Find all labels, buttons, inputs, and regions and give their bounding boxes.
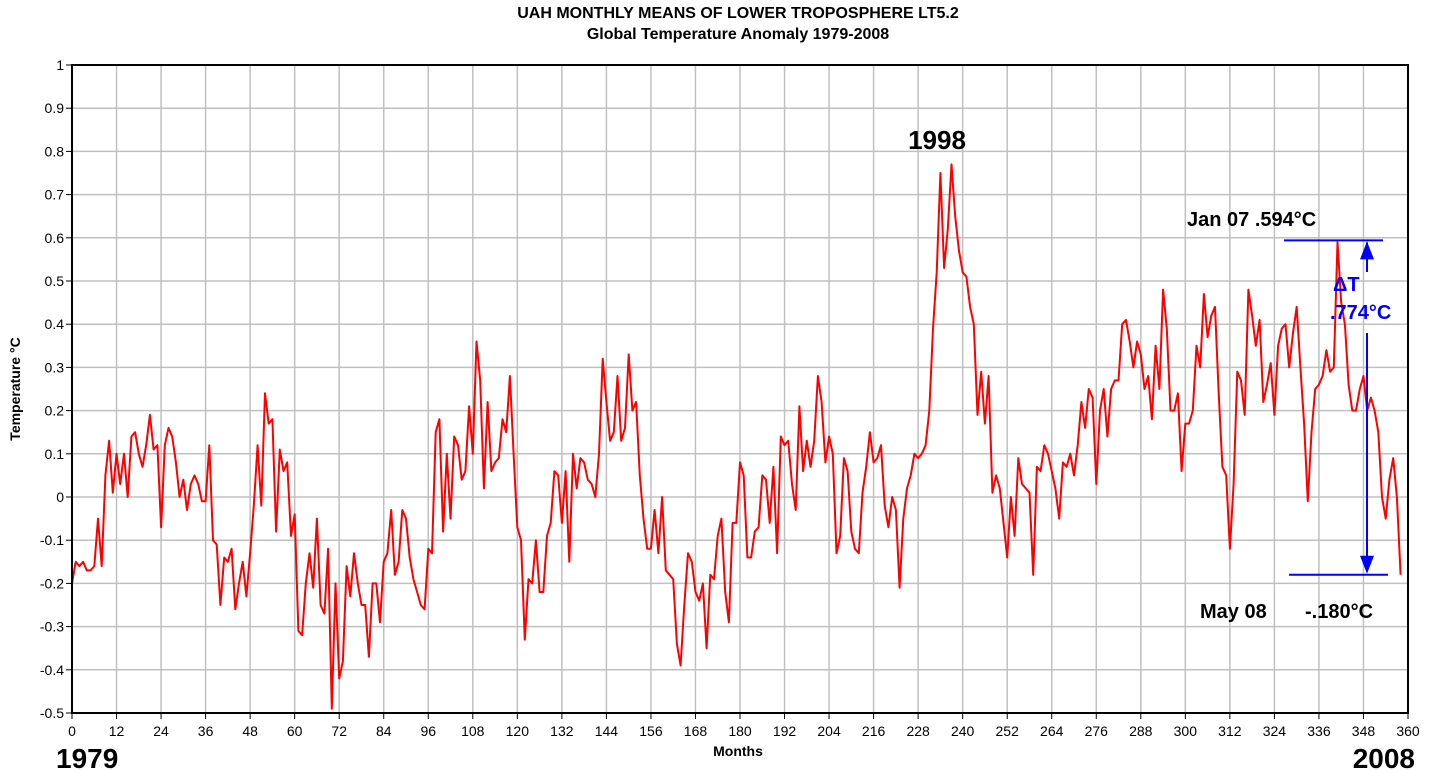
low-value-label: -.180°C (1305, 601, 1373, 623)
x-tick-label: 132 (550, 723, 574, 739)
x-tick-label: 48 (242, 723, 258, 739)
x-tick-label: 228 (906, 723, 930, 739)
y-tick-label: 0.9 (45, 100, 65, 116)
x-tick-label: 120 (506, 723, 530, 739)
peak-1998-label: 1998 (908, 125, 966, 155)
x-tick-label: 0 (68, 723, 76, 739)
x-tick-label: 252 (996, 723, 1020, 739)
x-tick-label: 84 (376, 723, 392, 739)
y-tick-label: 0.7 (45, 187, 65, 203)
axis-tick-labels: 0 12 24 36 48 60 72 84 96 108 120 132 144 156 168 180 19… (40, 57, 1420, 739)
temperature-series-line (71, 163, 1402, 710)
low-month-label: May 08 (1200, 601, 1267, 623)
y-tick-label: -0.4 (40, 662, 64, 678)
x-tick-label: 276 (1085, 723, 1109, 739)
x-tick-label: 72 (331, 723, 347, 739)
y-tick-label: -0.3 (40, 619, 64, 635)
x-tick-label: 312 (1218, 723, 1242, 739)
y-tick-label: -0.2 (40, 575, 64, 591)
chart-subtitle: Global Temperature Anomaly 1979-2008 (587, 26, 889, 43)
series-layer (71, 163, 1402, 710)
x-tick-label: 36 (198, 723, 214, 739)
y-tick-label: 0.5 (45, 273, 65, 289)
x-tick-label: 156 (639, 723, 663, 739)
plot-area-border (71, 64, 1409, 714)
x-tick-label: 348 (1352, 723, 1376, 739)
y-tick-label: 0.4 (45, 316, 65, 332)
x-tick-label: 324 (1263, 723, 1287, 739)
y-tick-label: -0.1 (40, 532, 64, 548)
x-tick-label: 24 (153, 723, 169, 739)
x-tick-label: 240 (951, 723, 975, 739)
x-tick-label: 264 (1040, 723, 1064, 739)
y-tick-label: 0.2 (45, 403, 65, 419)
y-tick-label: 0.8 (45, 143, 65, 159)
x-tick-label: 60 (287, 723, 303, 739)
x-tick-label: 180 (728, 723, 752, 739)
x-tick-label: 12 (109, 723, 125, 739)
delta-arrow-down-head (1360, 555, 1374, 574)
x-tick-label: 108 (461, 723, 485, 739)
y-tick-label: 1 (56, 57, 64, 73)
x-tick-label: 96 (420, 723, 436, 739)
high-value-label: Jan 07 .594°C (1187, 209, 1316, 231)
y-tick-label: -0.5 (40, 705, 64, 721)
x-tick-label: 336 (1307, 723, 1331, 739)
y-tick-label: 0 (56, 489, 64, 505)
end-year-label: 2008 (1353, 743, 1415, 770)
x-tick-label: 204 (817, 723, 841, 739)
y-tick-label: 0.3 (45, 359, 65, 375)
x-tick-label: 300 (1174, 723, 1198, 739)
x-tick-label: 288 (1129, 723, 1153, 739)
x-tick-label: 168 (684, 723, 708, 739)
chart-title: UAH MONTHLY MEANS OF LOWER TROPOSPHERE L… (517, 5, 959, 22)
x-axis-label: Months (713, 743, 763, 759)
x-tick-label: 144 (595, 723, 619, 739)
y-axis-label: Temperature °C (7, 337, 23, 440)
start-year-label: 1979 (56, 743, 118, 770)
x-tick-label: 360 (1396, 723, 1420, 739)
y-tick-label: 0.6 (45, 230, 65, 246)
y-tick-label: 0.1 (45, 446, 65, 462)
x-tick-label: 216 (862, 723, 886, 739)
x-tick-label: 192 (773, 723, 797, 739)
delta-value-label: .774°C (1330, 302, 1391, 324)
delta-symbol-label: ΔT (1333, 274, 1360, 296)
annotation-layer (1284, 239, 1388, 576)
delta-arrow-up-head (1360, 241, 1374, 260)
